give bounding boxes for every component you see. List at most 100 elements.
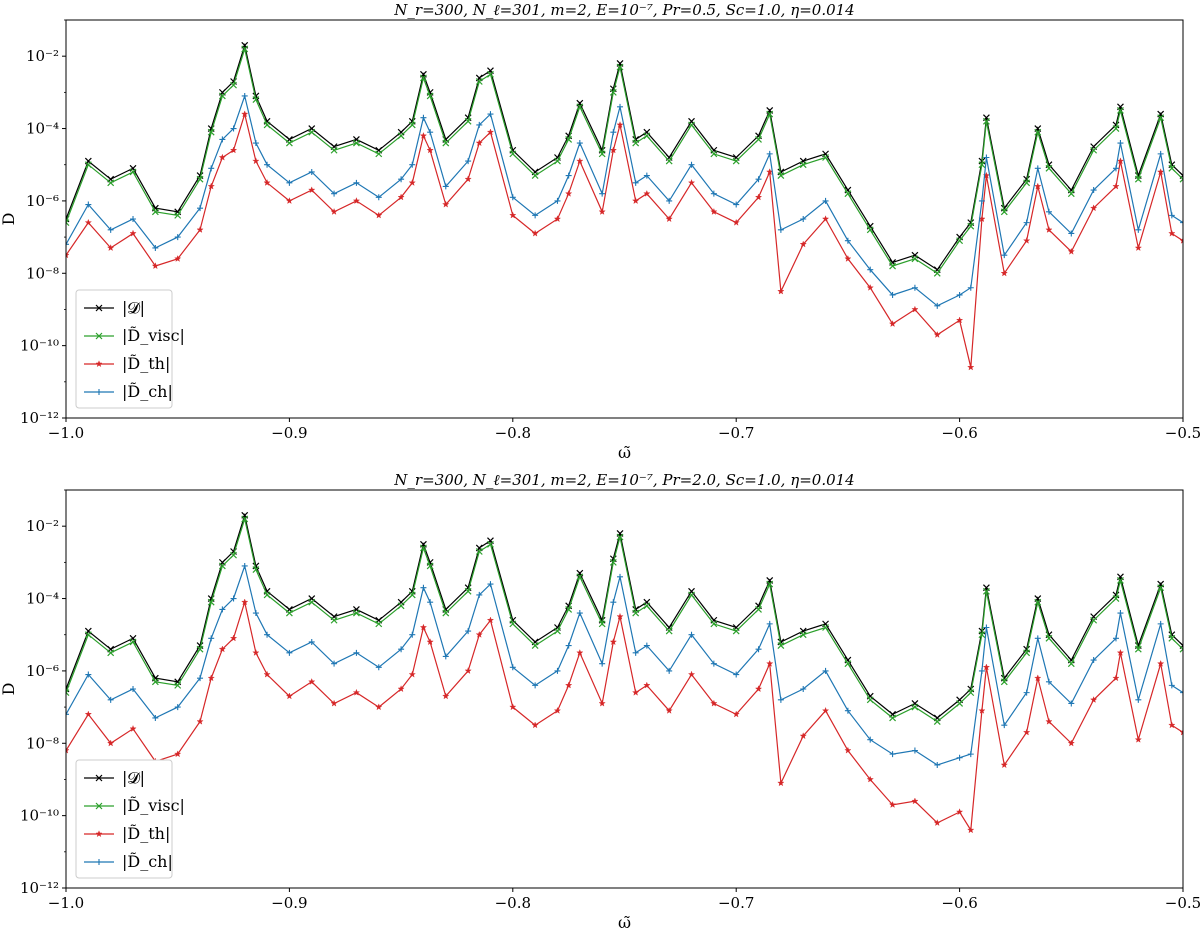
data-point <box>710 620 718 628</box>
data-point <box>107 696 114 703</box>
y-tick-label: 10⁻² <box>26 517 59 535</box>
data-point <box>565 189 573 197</box>
data-point <box>732 710 740 718</box>
data-point <box>174 704 181 711</box>
data-point <box>263 670 271 678</box>
data-point <box>609 146 617 154</box>
data-point <box>956 237 964 245</box>
data-point <box>576 103 584 111</box>
data-point <box>286 649 293 656</box>
data-point <box>1179 645 1183 653</box>
data-point <box>554 197 561 204</box>
data-point <box>598 620 606 628</box>
data-point <box>419 623 428 631</box>
data-point <box>152 244 159 251</box>
data-point <box>632 179 639 186</box>
data-point <box>643 681 651 689</box>
legend-swatch-marker <box>95 360 103 368</box>
data-point <box>464 587 472 595</box>
data-point <box>799 631 807 639</box>
x-axis-label: ω̃ <box>618 913 631 931</box>
data-point <box>129 168 137 176</box>
data-point <box>1180 689 1183 696</box>
data-point <box>822 197 829 204</box>
data-point <box>252 140 259 147</box>
x-axis-label: ω̃ <box>618 443 631 462</box>
data-point <box>1090 657 1097 664</box>
y-tick-label: 10⁻⁴ <box>26 590 59 608</box>
data-point <box>934 761 941 768</box>
data-point <box>967 689 975 697</box>
legend-swatch-marker <box>96 389 102 395</box>
data-point <box>252 610 259 617</box>
data-point <box>844 746 852 754</box>
data-point <box>777 287 785 295</box>
data-point <box>375 620 383 628</box>
data-point <box>554 157 561 165</box>
data-point <box>933 269 941 277</box>
data-point <box>286 179 293 186</box>
data-point <box>576 648 584 656</box>
x-tick-label: −0.8 <box>495 894 531 912</box>
data-point <box>983 624 990 631</box>
data-point <box>84 218 92 226</box>
data-point <box>710 150 718 158</box>
data-point <box>732 627 740 635</box>
data-point <box>688 121 695 129</box>
data-point <box>576 610 583 617</box>
data-point <box>978 631 986 639</box>
x-tick-label: −0.8 <box>495 424 531 442</box>
x-tick-label: −0.9 <box>271 424 307 442</box>
series-2 <box>66 45 1183 277</box>
data-point <box>1112 674 1120 682</box>
data-point <box>196 226 204 233</box>
data-point <box>956 291 963 298</box>
data-point <box>643 132 651 140</box>
data-point <box>609 558 617 566</box>
data-point <box>1179 236 1183 244</box>
data-point <box>531 229 539 237</box>
data-point <box>632 139 640 147</box>
data-point <box>982 587 990 595</box>
data-point <box>464 117 472 125</box>
data-point <box>755 135 762 143</box>
y-tick-label: 10⁻⁶ <box>26 662 59 680</box>
data-point <box>263 591 271 599</box>
data-point <box>408 591 416 599</box>
data-point <box>352 197 361 204</box>
data-point <box>330 208 338 215</box>
data-point <box>844 237 851 244</box>
data-point <box>1067 660 1075 668</box>
data-point <box>766 150 773 157</box>
data-point <box>197 205 204 212</box>
data-point <box>554 667 561 674</box>
data-point <box>252 566 260 574</box>
data-point <box>687 670 696 678</box>
data-point <box>196 175 204 183</box>
data-point <box>252 96 260 104</box>
data-point <box>107 739 115 747</box>
data-point <box>616 63 624 71</box>
data-point <box>308 168 315 175</box>
data-point <box>1157 659 1165 667</box>
legend-entry: |D̃_ch| <box>84 382 173 401</box>
data-point <box>419 132 428 139</box>
legend-frame <box>75 289 173 409</box>
data-point <box>911 747 918 754</box>
data-point <box>1134 244 1142 251</box>
data-point <box>1112 165 1119 172</box>
data-point <box>464 175 472 183</box>
data-point <box>1157 168 1165 176</box>
data-point <box>733 201 740 208</box>
x-tick-label: −0.5 <box>1165 894 1200 912</box>
data-point <box>1179 175 1183 183</box>
data-point <box>241 515 249 523</box>
data-point <box>263 178 271 186</box>
data-point <box>84 161 92 169</box>
data-point <box>426 638 434 646</box>
data-point <box>1090 696 1098 703</box>
data-point <box>263 121 271 129</box>
data-point <box>755 176 762 183</box>
data-point <box>427 129 434 136</box>
data-point <box>229 634 238 642</box>
